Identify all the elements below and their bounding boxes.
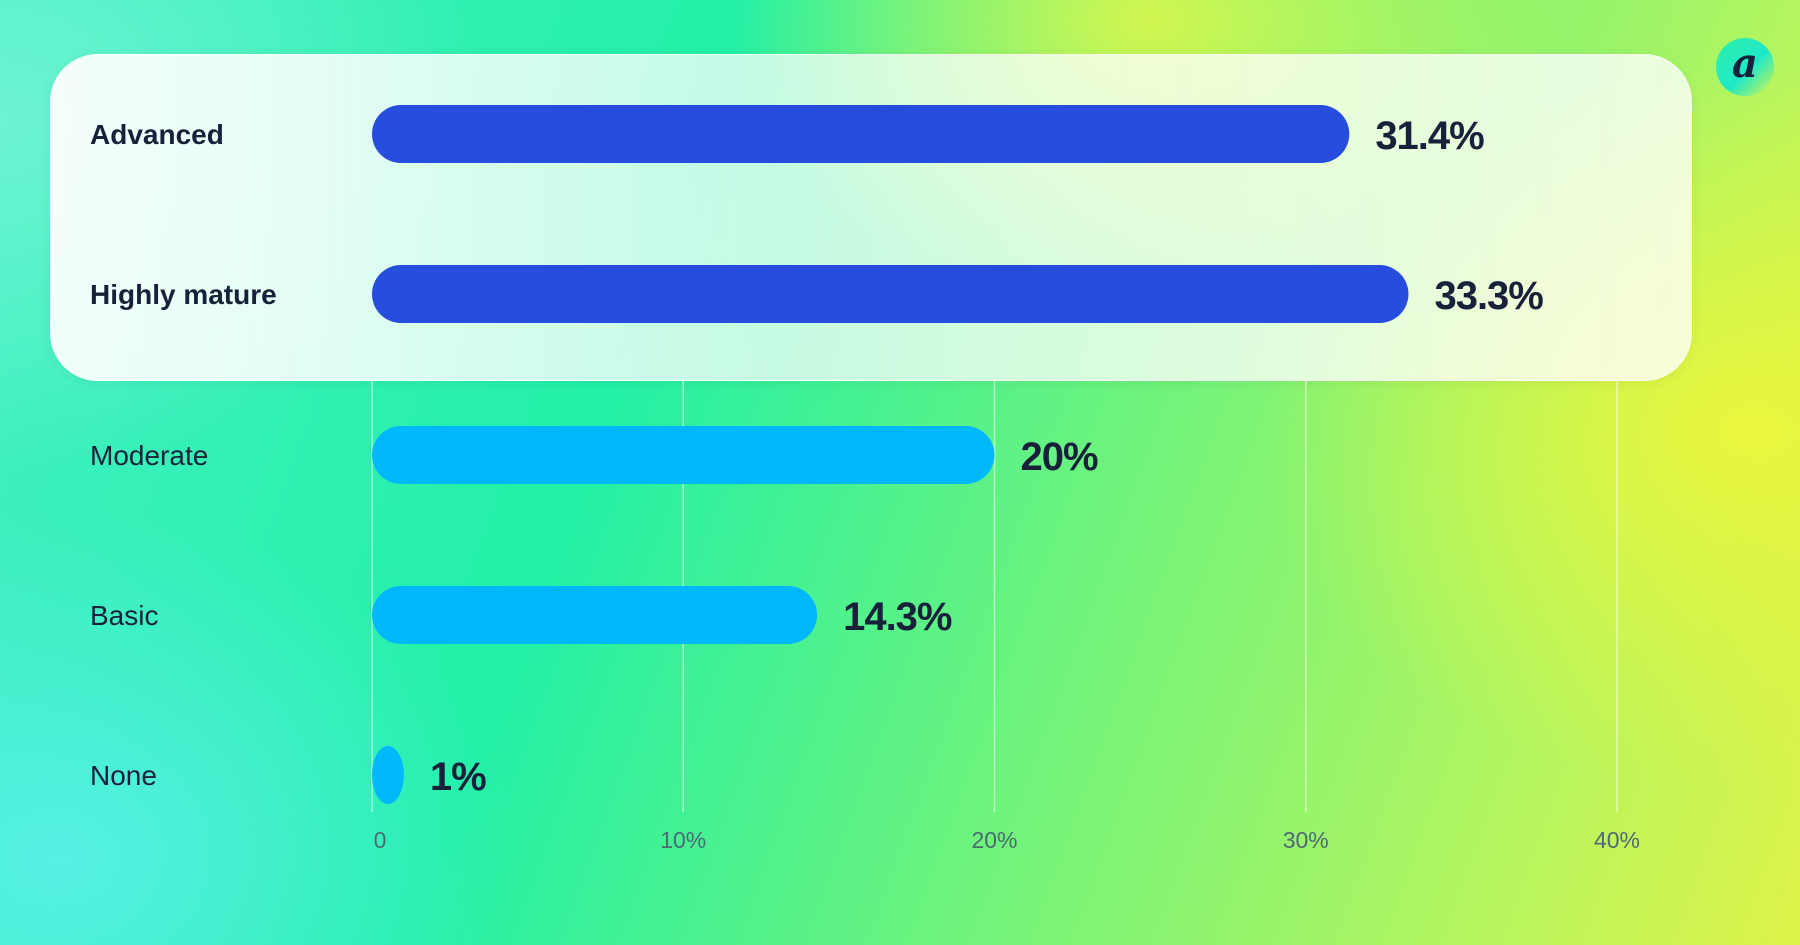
bar — [372, 586, 818, 644]
value-label: 14.3% — [843, 595, 952, 639]
x-tick-label: 30% — [1283, 827, 1329, 853]
value-label: 33.3% — [1434, 274, 1543, 318]
bar — [372, 265, 1409, 323]
category-label: Advanced — [90, 119, 224, 150]
bar — [372, 105, 1350, 163]
bars — [372, 105, 1409, 804]
category-label: Moderate — [90, 440, 208, 471]
value-label: 31.4% — [1375, 114, 1484, 158]
brand-logo-letter: a — [1732, 40, 1758, 87]
category-labels: Advanced Highly mature Moderate Basic None — [90, 119, 277, 791]
x-tick-label: 20% — [971, 827, 1017, 853]
category-label: None — [90, 760, 157, 791]
brand-logo: a — [1716, 38, 1774, 96]
x-tick-label: 40% — [1594, 827, 1640, 853]
category-label: Highly mature — [90, 279, 277, 310]
bar — [372, 746, 404, 804]
x-axis-ticks: 0 10% 20% 30% 40% — [374, 827, 1640, 853]
value-label: 20% — [1021, 435, 1098, 479]
x-tick-label: 10% — [660, 827, 706, 853]
value-labels: 31.4% 33.3% 20% 14.3% 1% — [430, 114, 1544, 799]
value-label: 1% — [430, 755, 486, 799]
x-tick-label: 0 — [374, 827, 387, 853]
bar — [372, 426, 995, 484]
category-label: Basic — [90, 600, 158, 631]
